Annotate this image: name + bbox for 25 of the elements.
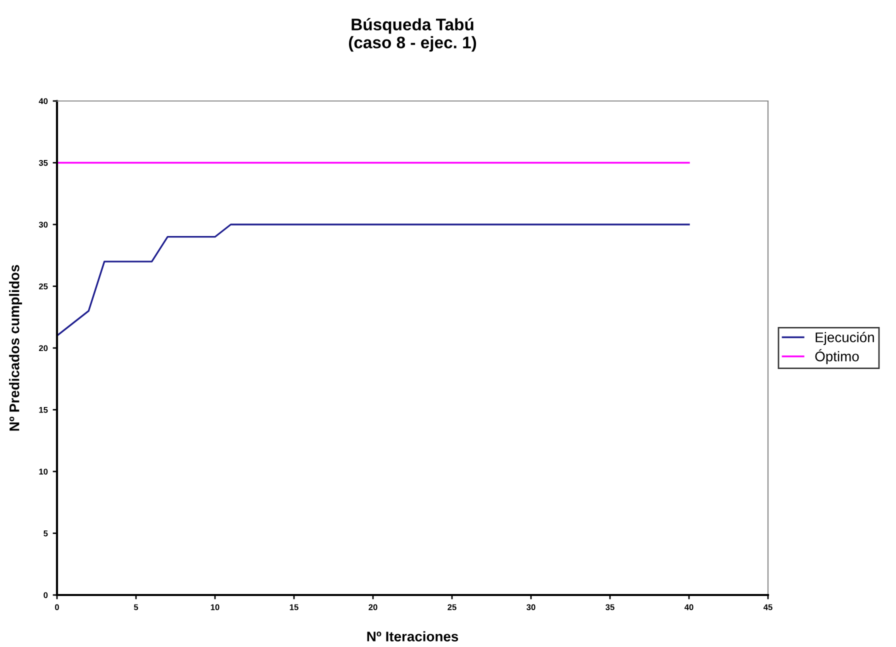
y-tick-label: 30 xyxy=(38,222,48,228)
y-tick-label: 5 xyxy=(44,530,48,536)
x-tick-label: 10 xyxy=(210,604,220,610)
x-tick-label: 30 xyxy=(526,604,536,610)
y-tick-label: 35 xyxy=(38,160,48,166)
y-axis-title: Nº Predicados cumplidos xyxy=(9,264,22,431)
y-tick-label: 10 xyxy=(39,468,48,475)
y-tick-label: 15 xyxy=(39,407,48,413)
x-tick-label: 15 xyxy=(290,604,298,610)
x-tick-label: 35 xyxy=(606,604,614,610)
legend-label: Ejecución xyxy=(816,332,874,346)
line-series xyxy=(57,224,690,336)
chart-title: Búsqueda Tabú (caso 8 - ejec. 1) xyxy=(348,18,476,52)
y-tick-label: 20 xyxy=(38,345,48,352)
x-tick-label: 25 xyxy=(448,604,456,610)
x-axis-title: Nº Iteraciones xyxy=(367,631,458,642)
x-tick-label: 5 xyxy=(134,604,138,610)
y-tick-label: 0 xyxy=(44,592,48,598)
x-tick-label: 0 xyxy=(55,604,59,610)
legend-label: Óptimo xyxy=(815,349,859,364)
x-tick-label: 45 xyxy=(763,604,772,610)
y-tick-label: 40 xyxy=(38,98,48,104)
x-tick-label: 20 xyxy=(368,604,378,610)
y-tick-label: 25 xyxy=(38,283,48,290)
x-tick-label: 40 xyxy=(684,604,694,610)
